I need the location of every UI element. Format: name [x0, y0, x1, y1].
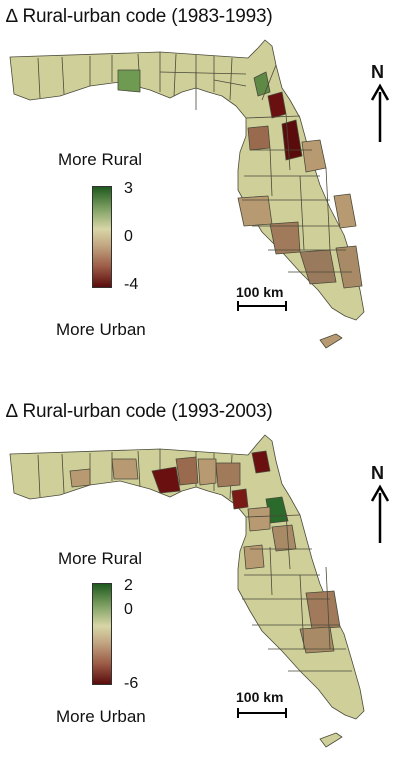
- keys: [319, 732, 343, 748]
- north-arrow-label: N: [371, 463, 384, 483]
- map-title: ∆ Rural-urban code (1993-2003): [6, 401, 273, 422]
- legend-label-more-urban: More Urban: [56, 320, 146, 339]
- county-brown-f: [247, 506, 271, 532]
- county-darkred-a: [151, 466, 181, 494]
- legend-label-more-rural: More Rural: [58, 150, 143, 169]
- county-brown-b: [301, 139, 327, 173]
- map-panel-1983-1993: ∆ Rural-urban code (1983-1993) More Rura…: [6, 6, 390, 349]
- color-scale-bar: [92, 583, 112, 685]
- legend-max-value: 2: [124, 577, 133, 594]
- scale-bar-label: 100 km: [236, 284, 284, 300]
- county-darkred-b: [251, 450, 271, 474]
- north-arrow-label: N: [371, 62, 384, 82]
- county-brown-g: [335, 245, 363, 289]
- florida-county-map-1983-1993: [9, 39, 390, 349]
- county-brown-c: [111, 458, 139, 480]
- color-scale-bar: [92, 186, 112, 288]
- county-brown-e: [215, 462, 241, 488]
- legend-label-more-urban: More Urban: [56, 707, 146, 726]
- county-brown-c: [237, 195, 273, 227]
- county-brown-a: [247, 125, 271, 151]
- county-brown-i: [305, 590, 341, 630]
- county-brown-h: [243, 544, 265, 570]
- keys: [319, 333, 343, 349]
- map-title: ∆ Rural-urban code (1983-1993): [6, 6, 273, 27]
- florida-county-map-1993-2003: [9, 434, 390, 748]
- county-brown-d: [269, 221, 301, 255]
- map-panel-1993-2003: ∆ Rural-urban code (1993-2003) More Rura…: [0, 379, 400, 758]
- county-brown-b: [197, 458, 217, 486]
- legend-max-value: 3: [124, 180, 133, 197]
- legend-label-more-rural: More Rural: [58, 549, 143, 568]
- legend-mid-value: 0: [124, 601, 133, 618]
- scale-bar-label: 100 km: [236, 689, 284, 705]
- county-green-a: [117, 69, 141, 93]
- county-brown-g: [271, 524, 297, 552]
- legend-min-value: -6: [124, 675, 139, 692]
- legend-mid-value: 0: [124, 228, 133, 245]
- county-darkred-c: [231, 488, 249, 510]
- county-brown-e: [299, 249, 337, 285]
- county-brown-a: [175, 456, 199, 486]
- county-brown-d: [69, 468, 91, 488]
- legend-min-value: -4: [124, 276, 139, 293]
- county-brown-f: [333, 193, 357, 229]
